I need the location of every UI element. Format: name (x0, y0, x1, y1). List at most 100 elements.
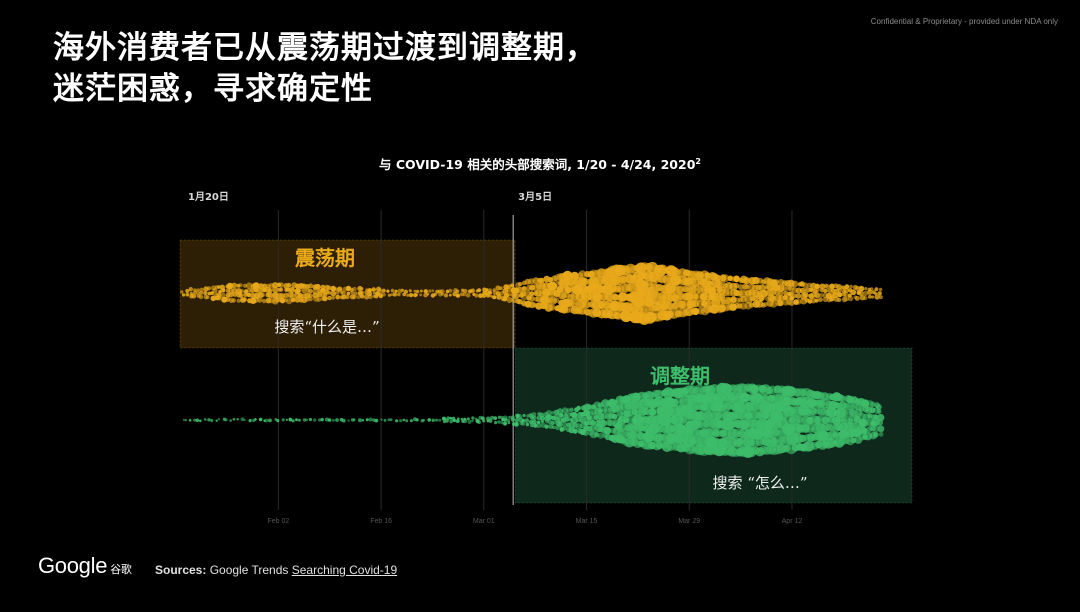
google-logo: Google 谷歌 (38, 553, 132, 579)
phase-annotation-1: 搜索“什么是…” (274, 318, 379, 336)
data-point (330, 290, 337, 297)
data-point (506, 297, 513, 303)
data-point (210, 291, 215, 295)
data-point (459, 292, 464, 297)
data-point (387, 293, 391, 297)
data-point (358, 418, 362, 423)
data-point (489, 294, 493, 298)
data-point (566, 408, 571, 413)
data-point (327, 295, 332, 301)
data-point (546, 414, 553, 421)
chart-title-text: 与 COVID-19 相关的头部搜索词, 1/20 - 4/24, 2020 (379, 157, 696, 172)
data-point (254, 418, 257, 421)
data-point (350, 290, 354, 295)
data-point (182, 418, 186, 421)
data-point (435, 418, 438, 422)
data-point (802, 282, 809, 289)
data-point (205, 295, 210, 300)
data-point (510, 283, 515, 288)
data-point (431, 418, 435, 422)
data-point (553, 297, 560, 303)
data-point (203, 290, 208, 296)
data-point (298, 418, 301, 422)
data-point (758, 294, 765, 302)
sources-link[interactable]: Searching Covid-19 (291, 563, 398, 577)
page-title: 海外消费者已从震荡期过渡到调整期， 迷茫困惑，寻求确定性 (53, 28, 597, 110)
data-point (510, 417, 515, 422)
data-point (826, 406, 837, 418)
data-point (863, 295, 868, 301)
data-point (878, 287, 883, 292)
data-point (497, 415, 502, 419)
data-point (380, 418, 383, 421)
data-point (877, 291, 882, 296)
data-point (198, 294, 204, 300)
chart-title: 与 COVID-19 相关的头部搜索词, 1/20 - 4/24, 20202 (0, 154, 1080, 173)
data-point (502, 296, 508, 302)
data-point (368, 417, 373, 422)
data-point (443, 293, 449, 298)
data-point (281, 418, 285, 422)
data-point (258, 417, 263, 422)
data-point (386, 289, 390, 293)
data-point (825, 284, 830, 290)
data-point (231, 298, 236, 303)
data-point (428, 289, 432, 293)
data-point (494, 421, 498, 425)
data-point (600, 419, 608, 427)
data-point (872, 431, 879, 438)
data-point (482, 419, 486, 423)
data-point (341, 418, 346, 423)
data-point (462, 418, 468, 424)
data-point (589, 420, 596, 426)
data-point (184, 419, 187, 422)
data-point (180, 290, 184, 294)
data-point (442, 416, 446, 421)
x-tick-label-3: Mar 01 (473, 518, 495, 525)
data-point (496, 294, 502, 300)
data-point (302, 418, 307, 422)
data-point (193, 418, 197, 422)
data-point (288, 417, 293, 422)
data-point (874, 287, 879, 292)
data-point (191, 293, 197, 299)
data-point (466, 417, 470, 421)
data-point (474, 293, 479, 298)
data-point (531, 415, 537, 421)
data-point (239, 289, 245, 294)
data-point (196, 288, 200, 292)
data-point (252, 282, 260, 289)
data-point (737, 284, 744, 290)
data-point (448, 288, 453, 293)
data-point (551, 425, 556, 430)
data-point (334, 287, 338, 292)
data-point (215, 419, 218, 422)
data-point (815, 287, 820, 293)
data-point (243, 418, 246, 422)
page-title-line-1: 海外消费者已从震荡期过渡到调整期， (53, 30, 597, 66)
data-point (313, 418, 317, 422)
data-point (275, 297, 281, 303)
data-point (232, 417, 236, 421)
data-point (864, 287, 868, 291)
data-point (308, 288, 313, 294)
data-point (335, 418, 339, 422)
data-point (495, 285, 501, 291)
data-point (520, 421, 526, 426)
data-point (372, 291, 376, 295)
data-point (181, 293, 186, 297)
data-point (819, 288, 825, 293)
data-point (876, 409, 882, 414)
data-point (444, 418, 449, 423)
data-point (288, 287, 295, 293)
data-point (378, 288, 382, 292)
data-point (799, 287, 806, 294)
google-logo-text: Google (38, 553, 108, 578)
data-point (467, 419, 472, 424)
data-point (335, 294, 341, 300)
data-point (477, 288, 481, 293)
data-point (877, 425, 885, 433)
data-point (245, 282, 253, 290)
data-point (531, 412, 537, 417)
data-point (819, 283, 826, 290)
